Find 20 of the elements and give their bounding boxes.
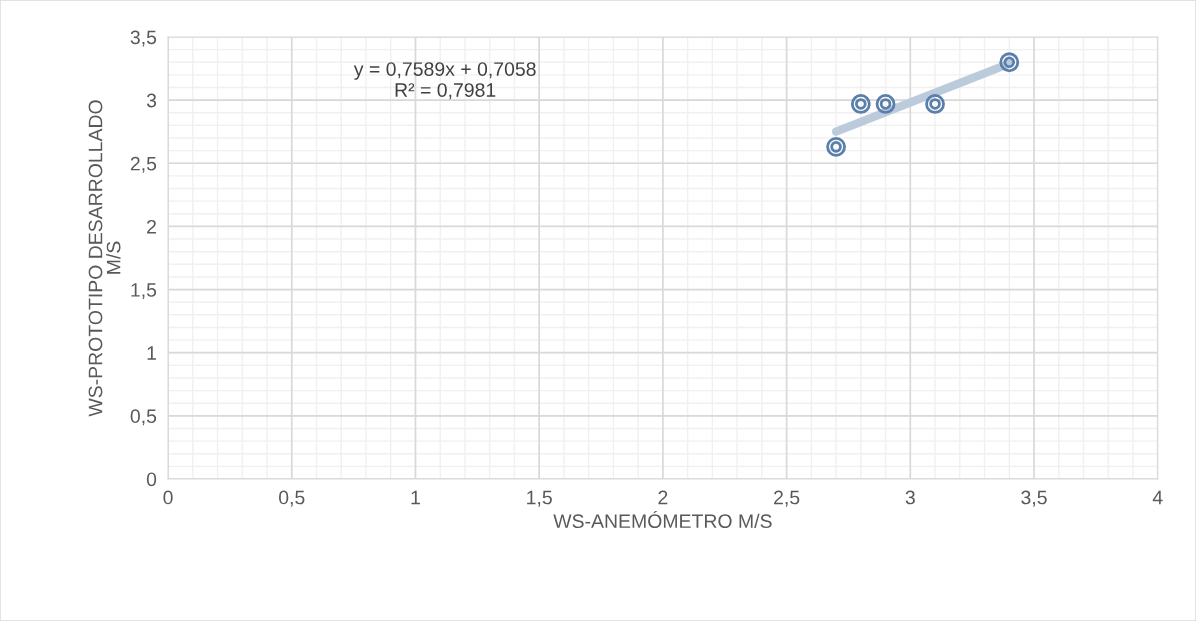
x-tick-label: 1,5	[527, 490, 552, 507]
y-tick-label: 1,5	[131, 283, 157, 300]
x-axis-title: WS-ANEMÓMETRO M/S	[553, 511, 772, 529]
y-tick-label: 0,5	[130, 409, 157, 426]
y-tick-label: 2,5	[130, 156, 157, 173]
x-tick-label: 0,5	[278, 490, 305, 507]
y-axis-title: WS-PROTOTIPO DESARROLLADO M/S	[88, 100, 121, 417]
y-tick-label: 3,5	[130, 30, 157, 47]
x-tick-label: 1	[411, 490, 420, 505]
y-tick-label: 2	[147, 219, 156, 234]
x-tick-label: 2	[658, 490, 668, 505]
y-tick-label: 1	[147, 346, 156, 360]
y-tick-label: 3	[146, 93, 157, 108]
x-tick-label: 4	[1152, 490, 1163, 505]
x-tick-label: 3	[905, 490, 915, 505]
annotation: y = 0,7589x + 0,7058 R² = 0,7981	[353, 62, 536, 100]
y-tick-label: 0	[146, 472, 157, 487]
x-tick-label: 0	[163, 490, 173, 505]
x-tick-label: 2,5	[774, 490, 800, 507]
x-tick-label: 3,5	[1021, 490, 1047, 507]
